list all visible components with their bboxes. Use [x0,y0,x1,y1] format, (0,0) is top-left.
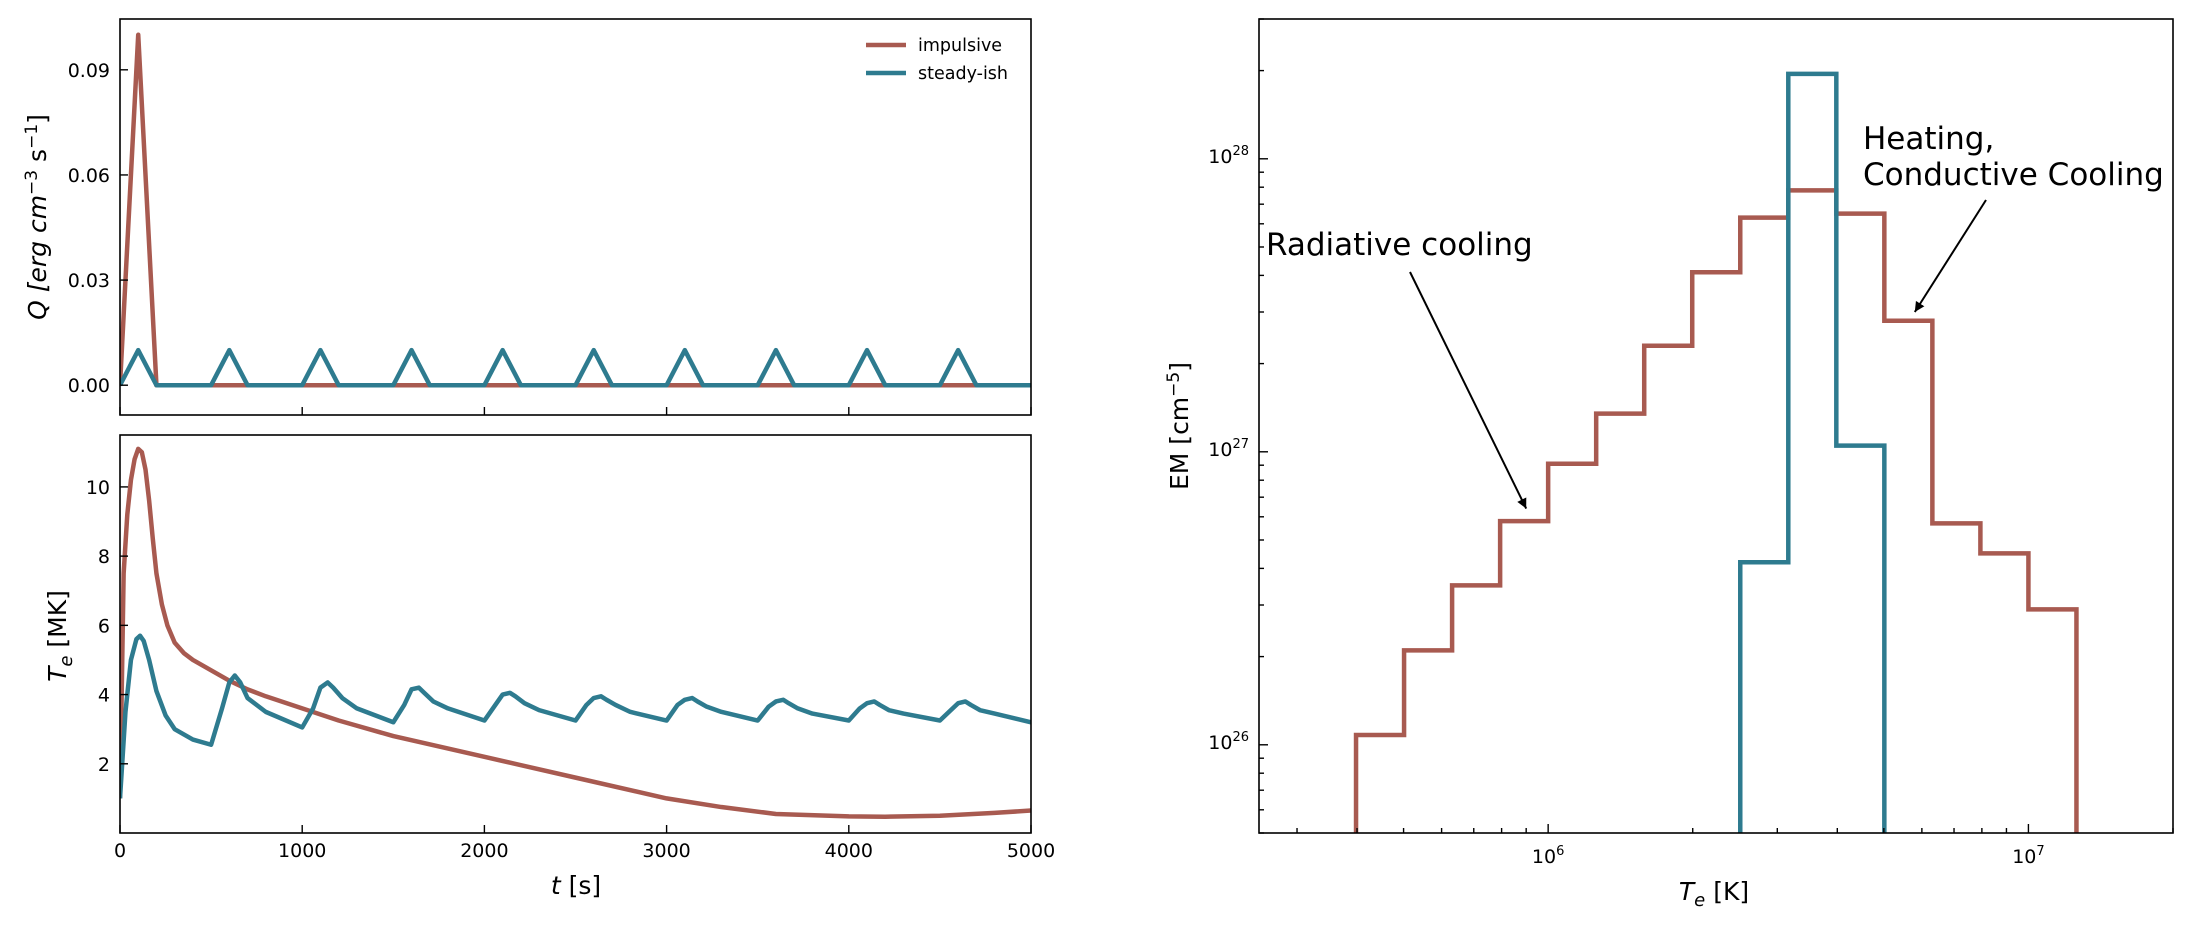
emission-measure-series-steady-ish [1738,71,1887,833]
heating-rate-ytick-label: 0.03 [68,270,110,292]
temperature-frame [119,434,1032,834]
heating-rate-ytick-label: 0.06 [68,165,110,187]
legend-label-impulsive: impulsive [918,36,1002,56]
emission-measure-lines [1353,71,2079,833]
temperature-ytick-label: 10 [86,477,110,499]
heating-rate-ticks: 0.00 0.03 0.06 0.09 [68,60,1032,415]
annotation-heating-label-line1: Heating, [1863,121,1994,157]
temperature-series-steady-ish [120,633,1031,799]
emission-measure-series-impulsive [1353,188,2079,833]
annotation-heating-label-line2: Conductive Cooling [1863,157,2164,193]
temperature-ticks: 2 4 6 8 10 0 1000 2000 3000 4000 5000 [86,477,1055,862]
temperature-lines [120,446,1031,819]
temperature-series-impulsive [120,446,1031,819]
temperature-xtick-label: 1000 [278,840,326,862]
temperature-xtick-label: 4000 [825,840,873,862]
legend: impulsive steady-ish [866,36,1008,84]
temperature-ytick-label: 8 [98,546,110,568]
temperature-xtick-label: 2000 [460,840,508,862]
heating-rate-panel: 0.00 0.03 0.06 0.09 Q [erg cm−3 s−1] impuls… [22,18,1032,416]
heating-rate-frame [119,18,1032,416]
heating-rate-series-steady-ish [120,347,1031,388]
heating-rate-lines [120,32,1031,388]
heating-rate-ytick-label: 0.09 [68,60,110,82]
heating-rate-ylabel: Q [erg cm−3 s−1] [22,114,52,320]
emission-measure-xlabel: Te [K] [1679,877,1749,911]
temperature-xtick-label: 3000 [642,840,690,862]
legend-label-steady: steady-ish [918,64,1008,84]
emission-measure-ytick-label: 1027 [1208,437,1249,461]
annotation-heating: Heating, Conductive Cooling [1863,121,2164,313]
emission-measure-ytick-label: 1026 [1208,730,1249,754]
temperature-ytick-label: 4 [98,685,110,707]
annotation-radiative-cooling: Radiative cooling [1266,227,1533,510]
annotation-radiative-cooling-label: Radiative cooling [1266,227,1533,263]
annotation-radiative-cooling-arrow [1409,271,1528,510]
emission-measure-panel: 106 107 1026 1027 1028 EM [cm−5] Te [K] Radi… [1164,18,2174,911]
emission-measure-ylabel: EM [cm−5] [1164,362,1194,490]
temperature-ytick-label: 6 [98,615,110,637]
heating-rate-series-impulsive [120,32,1031,388]
emission-measure-xtick-label: 107 [2012,844,2044,868]
emission-measure-ytick-label: 1028 [1208,144,1249,168]
heating-rate-ytick-label: 0.00 [68,375,110,397]
emission-measure-frame [1258,18,2174,834]
emission-measure-xtick-label: 106 [1532,844,1564,868]
temperature-xtick-label: 0 [114,840,126,862]
temperature-xtick-label: 5000 [1007,840,1055,862]
temperature-ytick-label: 2 [98,754,110,776]
emission-measure-ticks: 106 107 1026 1027 1028 [1208,18,2174,868]
temperature-ylabel: Te [MK] [43,590,77,682]
annotation-heating-arrow [1913,199,1987,313]
temperature-xlabel: t [s] [551,871,601,900]
temperature-panel: 2 4 6 8 10 0 1000 2000 3000 4000 5000 Te [MK] t [s… [43,434,1055,900]
